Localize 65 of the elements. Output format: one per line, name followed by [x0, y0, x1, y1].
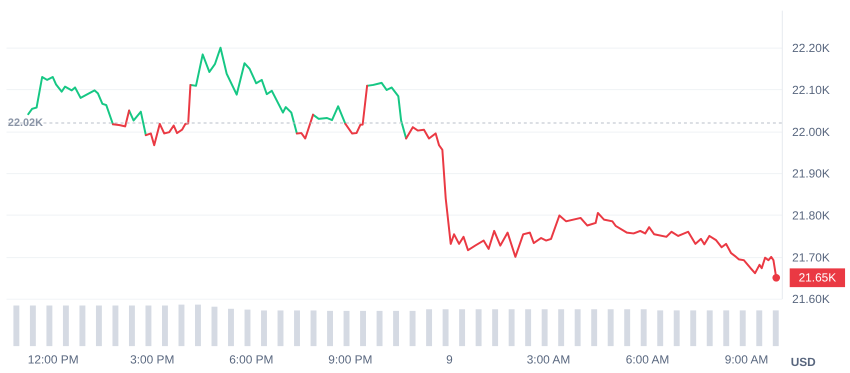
bar: [344, 310, 350, 346]
bar: [723, 310, 730, 346]
y-tick-label: 21.80K: [792, 208, 830, 222]
y-tick-label: 22.20K: [792, 41, 830, 56]
bar: [459, 309, 466, 346]
bar: [195, 304, 201, 346]
bar: [178, 304, 184, 346]
bar: [212, 306, 218, 346]
bar: [79, 305, 86, 346]
bar: [376, 310, 383, 346]
bar: [112, 305, 118, 346]
bar: [624, 309, 630, 346]
bar: [640, 309, 647, 346]
x-tick-label: 3:00 AM: [526, 352, 570, 366]
bar: [228, 308, 234, 346]
bar: [476, 309, 482, 346]
bar: [310, 310, 316, 346]
bar: [393, 310, 400, 346]
x-tick-label: 3:00 PM: [130, 352, 174, 366]
y-tick-label: 21.60K: [792, 292, 830, 306]
x-tick-label: 12:00 PM: [28, 352, 79, 366]
bar: [542, 309, 548, 346]
bar: [492, 309, 498, 346]
y-tick-label: 22.00K: [792, 124, 830, 139]
bar: [96, 305, 102, 346]
x-tick-label: 9:00 AM: [724, 352, 768, 366]
x-tick-label: 9:00 PM: [328, 352, 372, 366]
bar: [261, 310, 267, 346]
bar: [756, 310, 762, 346]
bar: [674, 310, 680, 346]
y-tick-label: 21.90K: [792, 166, 830, 181]
bar: [410, 310, 416, 346]
x-tick-label: 6:00 PM: [229, 352, 274, 366]
y-axis-title: USD: [790, 354, 816, 369]
bar: [145, 305, 152, 346]
bar: [30, 305, 36, 346]
x-tick-label: 9: [446, 352, 454, 366]
bar: [46, 305, 52, 346]
bar: [162, 305, 168, 346]
bar: [360, 310, 366, 346]
y-tick-label: 22.10K: [792, 83, 830, 98]
bar: [690, 310, 696, 346]
bar: [13, 305, 20, 346]
bar: [574, 309, 581, 346]
bar: [62, 305, 69, 346]
bar: [244, 310, 250, 346]
bar: [426, 309, 432, 346]
bar: [508, 309, 515, 346]
bar: [740, 310, 746, 346]
y-tick-label: 21.70K: [792, 250, 830, 264]
bar: [591, 309, 598, 346]
bar: [772, 310, 779, 346]
bar: [558, 309, 564, 346]
bar: [608, 309, 614, 346]
ref-line-label: 22.02K: [8, 116, 44, 129]
annotation: 21.65K: [798, 270, 836, 285]
x-tick-label: 6:00 AM: [626, 352, 670, 366]
bar: [128, 305, 135, 346]
bar: [294, 310, 300, 346]
bar: [525, 309, 532, 346]
bar: [442, 309, 449, 346]
bar: [657, 310, 664, 346]
bar: [327, 310, 333, 346]
bar: [706, 310, 713, 346]
bar: [278, 310, 284, 346]
